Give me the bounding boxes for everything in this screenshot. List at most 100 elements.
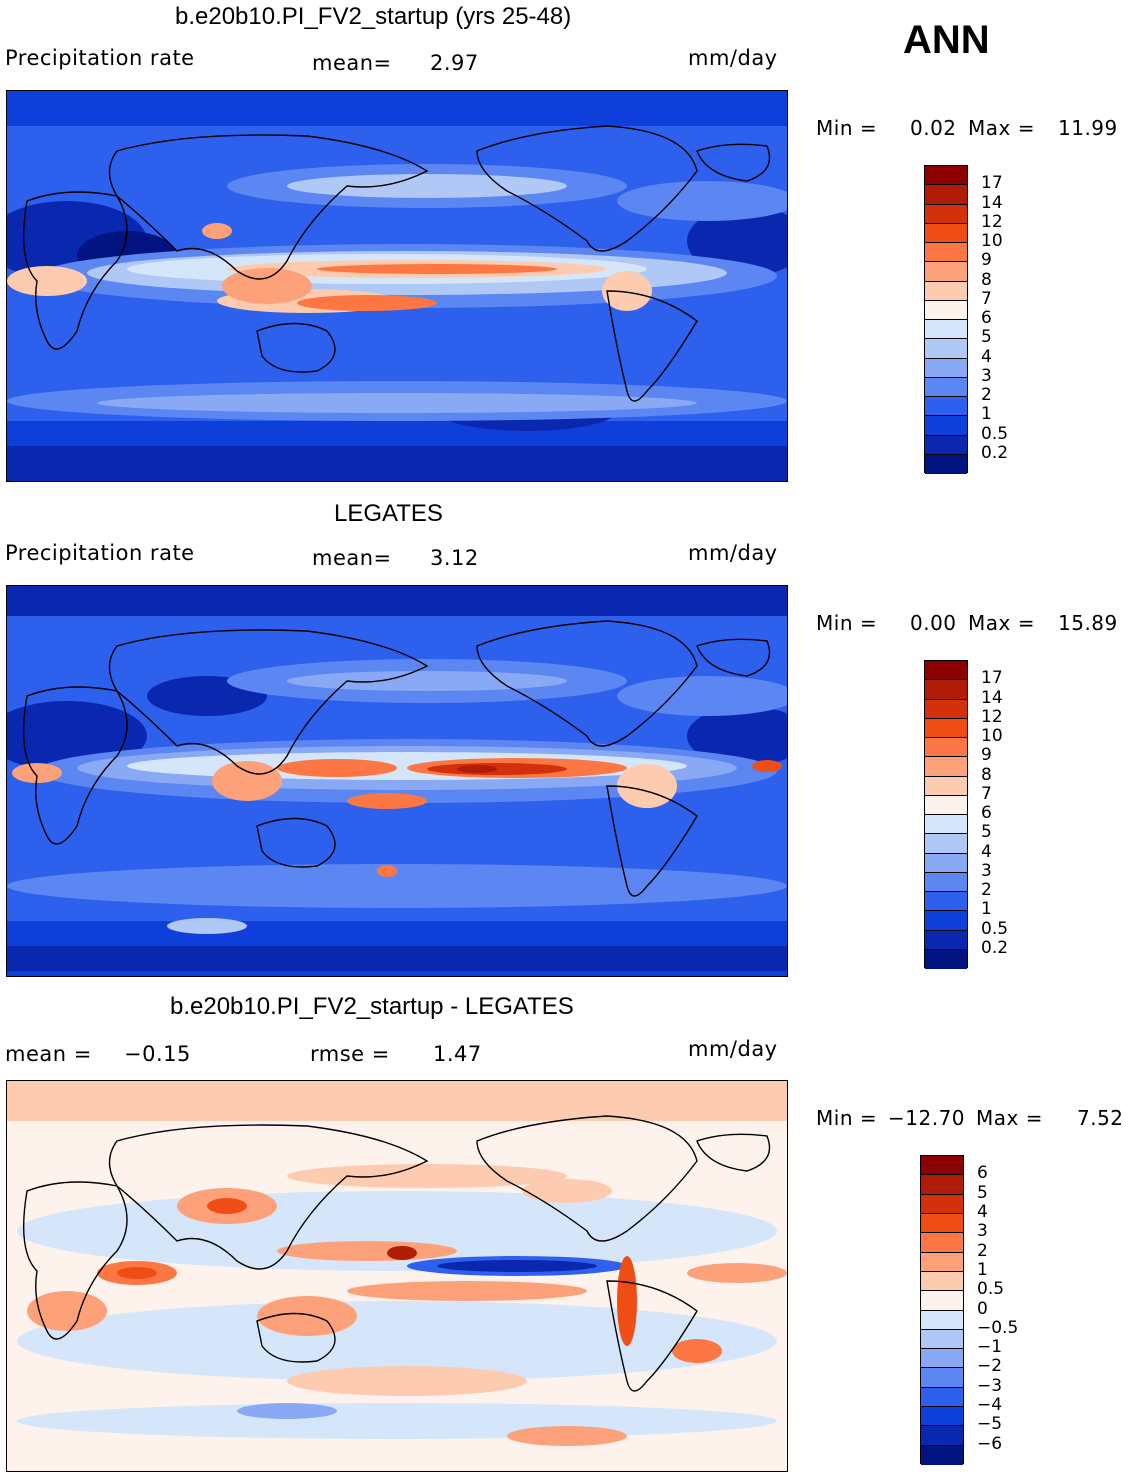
panel-title-model: b.e20b10.PI_FV2_startup (yrs 25-48) [175, 3, 572, 30]
colorbar-swatch [925, 435, 967, 455]
colorbar-swatch [921, 1213, 963, 1234]
colorbar-obs [924, 660, 968, 969]
colorbar-swatch [925, 815, 967, 835]
colorbar-swatch [925, 185, 967, 205]
colorbar-tick-label: 0.2 [981, 442, 1009, 463]
colorbar-swatch [925, 223, 967, 243]
colorbar-swatch [925, 454, 967, 474]
colorbar-model [924, 165, 968, 474]
colorbar-tick-label: 6 [977, 1163, 988, 1184]
colorbar-swatch [921, 1233, 963, 1253]
map-obs-svg [7, 586, 787, 976]
max-value: 7.52 [1077, 1106, 1124, 1130]
colorbar-tick-label: 14 [981, 687, 1003, 708]
colorbar-tick-label: 5 [981, 327, 992, 348]
colorbar-tick-label: 0.5 [977, 1279, 1005, 1300]
colorbar-swatch [921, 1329, 963, 1350]
max-label: Max = [968, 116, 1035, 140]
colorbar-swatch [925, 892, 967, 912]
colorbar-tick-label: 0.5 [981, 918, 1009, 939]
colorbar-tick-label: 6 [981, 803, 992, 823]
max-value: 11.99 [1058, 116, 1118, 140]
colorbar-tick-label: 0.5 [981, 423, 1009, 444]
colorbar-tick-label: 12 [981, 706, 1003, 727]
colorbar-tick-label: −0.5 [977, 1317, 1019, 1338]
colorbar-diff [920, 1155, 964, 1465]
colorbar-tick-label: −3 [977, 1375, 1003, 1396]
colorbar-swatch [921, 1387, 963, 1408]
colorbar-tick-label: −6 [977, 1433, 1003, 1454]
colorbar-swatch [921, 1175, 963, 1195]
colorbar-tick-label: 17 [981, 668, 1003, 689]
colorbar-tick-label: 0 [977, 1298, 988, 1319]
colorbar-swatch [921, 1426, 963, 1446]
colorbar-swatch [925, 416, 967, 436]
colorbar-swatch [925, 930, 967, 950]
colorbar-swatch [925, 718, 967, 738]
panel-variable-label: Precipitation rate [5, 46, 195, 70]
colorbar-swatch [925, 853, 967, 873]
colorbar-tick-label: 3 [977, 1221, 988, 1242]
diff-mean-label: mean = [5, 1042, 92, 1066]
min-label: Min = [816, 611, 878, 635]
map-obs-precipitation [6, 585, 788, 977]
panel-mean-label: mean= [312, 51, 392, 75]
max-label: Max = [968, 611, 1035, 635]
colorbar-swatch [921, 1194, 963, 1214]
colorbar-tick-label: −2 [977, 1356, 1003, 1377]
colorbar-swatch [925, 166, 967, 186]
map-model-svg [7, 91, 787, 481]
colorbar-swatch [925, 699, 967, 719]
diff-rmse-value: 1.47 [433, 1042, 482, 1066]
map-diff-svg [7, 1081, 787, 1471]
panel-mean-value: 2.97 [430, 51, 479, 75]
colorbar-tick-label: 7 [981, 288, 992, 309]
colorbar-tick-label: 2 [977, 1240, 988, 1261]
colorbar-tick-label: 9 [981, 745, 992, 766]
panel-variable-label: Precipitation rate [5, 541, 195, 565]
colorbar-swatch [925, 262, 967, 282]
max-value: 15.89 [1058, 611, 1118, 635]
colorbar-tick-label: 4 [981, 346, 992, 367]
colorbar-swatch [921, 1349, 963, 1369]
colorbar-tick-label: −1 [977, 1337, 1003, 1358]
colorbar-tick-label: 3 [981, 860, 992, 881]
colorbar-tick-label: 2 [981, 385, 992, 405]
colorbar-tick-label: 10 [981, 231, 1003, 251]
colorbar-tick-label: 1 [977, 1259, 988, 1280]
colorbar-swatch [921, 1445, 963, 1465]
colorbar-tick-label: 6 [981, 308, 992, 328]
colorbar-swatch [925, 776, 967, 796]
colorbar-tick-label: 5 [981, 822, 992, 843]
colorbar-tick-label: 1 [981, 404, 992, 425]
colorbar-swatch [925, 204, 967, 224]
colorbar-swatch [921, 1156, 963, 1176]
colorbar-swatch [921, 1310, 963, 1330]
colorbar-swatch [921, 1271, 963, 1292]
season-label: ANN [903, 18, 990, 62]
map-model-precipitation [6, 90, 788, 482]
colorbar-swatch [925, 738, 967, 758]
colorbar-tick-label: 7 [981, 783, 992, 804]
colorbar-tick-label: 8 [981, 269, 992, 290]
colorbar-swatch [925, 320, 967, 340]
colorbar-tick-label: −4 [977, 1395, 1003, 1416]
panel-units: mm/day [688, 541, 778, 565]
colorbar-tick-label: 14 [981, 192, 1003, 213]
colorbar-tick-label: 2 [981, 880, 992, 900]
colorbar-swatch [925, 949, 967, 969]
diff-mean-value: −0.15 [124, 1042, 191, 1066]
colorbar-tick-label: 4 [981, 841, 992, 862]
colorbar-tick-label: 4 [977, 1201, 988, 1222]
colorbar-tick-label: 0.2 [981, 937, 1009, 958]
colorbar-tick-label: 9 [981, 250, 992, 271]
panel-units: mm/day [688, 46, 778, 70]
min-label: Min = [816, 116, 878, 140]
colorbar-swatch [921, 1368, 963, 1388]
colorbar-tick-label: 3 [981, 365, 992, 386]
panel-title-diff: b.e20b10.PI_FV2_startup - LEGATES [170, 993, 574, 1020]
colorbar-swatch [925, 757, 967, 777]
panel-units: mm/day [688, 1037, 778, 1061]
colorbar-swatch [925, 377, 967, 397]
colorbar-swatch [925, 300, 967, 320]
